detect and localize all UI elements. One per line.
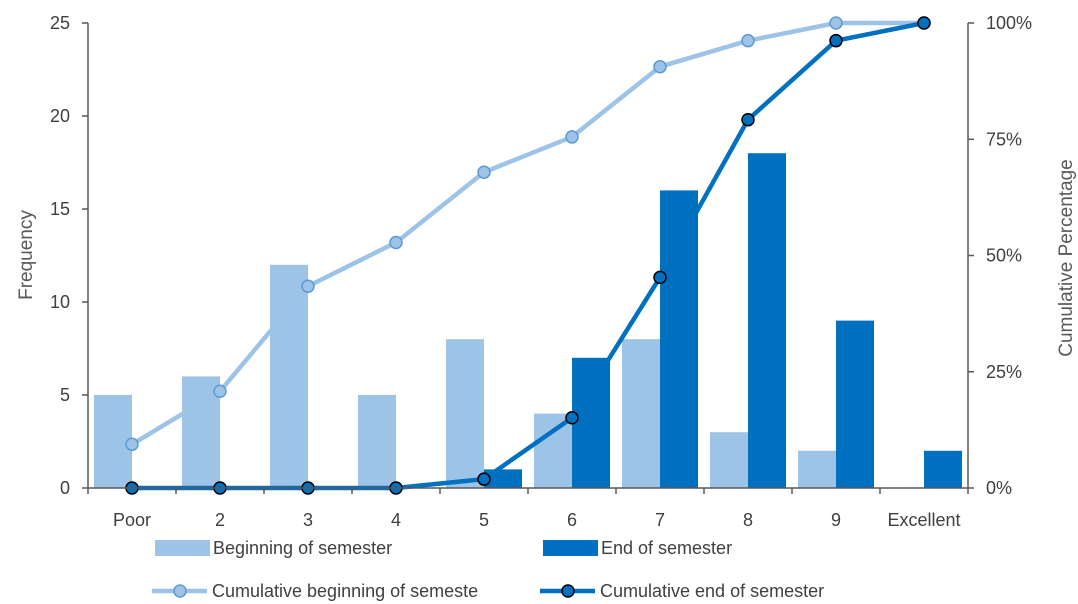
bar (748, 153, 786, 488)
legend-marker (561, 584, 575, 598)
x-tick-label: 2 (215, 510, 225, 530)
bar (836, 320, 874, 488)
legend: Beginning of semester End of semester Cumu… (152, 538, 824, 601)
data-point (125, 437, 139, 452)
series-line (132, 20, 925, 491)
data-point (653, 270, 667, 285)
legend-swatch (543, 540, 598, 556)
series-line (130, 20, 924, 447)
x-tick-label: 4 (391, 510, 401, 530)
bar (94, 395, 132, 488)
axes-layer (82, 22, 974, 494)
data-point (829, 33, 843, 48)
data-point (389, 235, 403, 250)
y-tick-label: 25 (50, 13, 70, 33)
y-tick-label: 0 (60, 478, 70, 498)
y2-tick-label: 50% (986, 246, 1022, 266)
data-point (213, 384, 227, 399)
legend-marker (173, 584, 187, 598)
y2-tick-label: 25% (986, 362, 1022, 382)
y2-axis-title: Cumulative Percentage (1056, 159, 1077, 357)
data-point (741, 33, 755, 48)
y-tick-label: 10 (50, 292, 70, 312)
x-tick-label: 8 (743, 510, 753, 530)
data-point (301, 279, 315, 293)
bar (358, 395, 396, 488)
data-point (565, 411, 579, 425)
legend-label: Beginning of semester (213, 538, 392, 558)
lines-layer (125, 16, 931, 495)
legend-label: Cumulative end of semester (600, 581, 824, 601)
y-tick-label: 20 (50, 106, 70, 126)
legend-swatch (155, 540, 210, 556)
x-tick-label: 6 (567, 510, 577, 530)
bar (660, 190, 698, 488)
data-point (565, 130, 579, 144)
bar (534, 413, 572, 488)
bars-layer (94, 153, 962, 488)
bar (710, 432, 748, 488)
x-tick-label: 7 (655, 510, 665, 530)
data-point (829, 16, 843, 30)
y2-tick-label: 0% (986, 478, 1012, 498)
x-tick-label: 3 (303, 510, 313, 530)
data-point (741, 112, 755, 127)
y-tick-label: 5 (60, 385, 70, 405)
x-tick-label: Poor (113, 510, 151, 530)
data-point (477, 165, 491, 180)
bar (446, 339, 484, 488)
x-tick-label: 5 (479, 510, 489, 530)
bar (622, 339, 660, 488)
data-point (477, 472, 491, 486)
legend-label: End of semester (601, 538, 732, 558)
tick-labels-layer: 0 5 10 15 20 25 0% 25% 50% 75% 100% Poor 2 3 4 5 6 7 8 9 Exc… (50, 13, 1032, 530)
bar (798, 450, 836, 488)
data-point (917, 16, 931, 30)
bar (572, 357, 610, 488)
bar (270, 264, 308, 488)
y-axis-title: Frequency (16, 210, 37, 300)
y-tick-label: 15 (50, 199, 70, 219)
y2-tick-label: 75% (986, 129, 1022, 149)
data-point (653, 59, 667, 74)
x-tick-label: Excellent (887, 510, 960, 530)
y2-tick-label: 100% (986, 13, 1032, 33)
bar (924, 450, 962, 488)
x-tick-label: 9 (831, 510, 841, 530)
legend-label: Cumulative beginning of semeste (212, 581, 478, 601)
